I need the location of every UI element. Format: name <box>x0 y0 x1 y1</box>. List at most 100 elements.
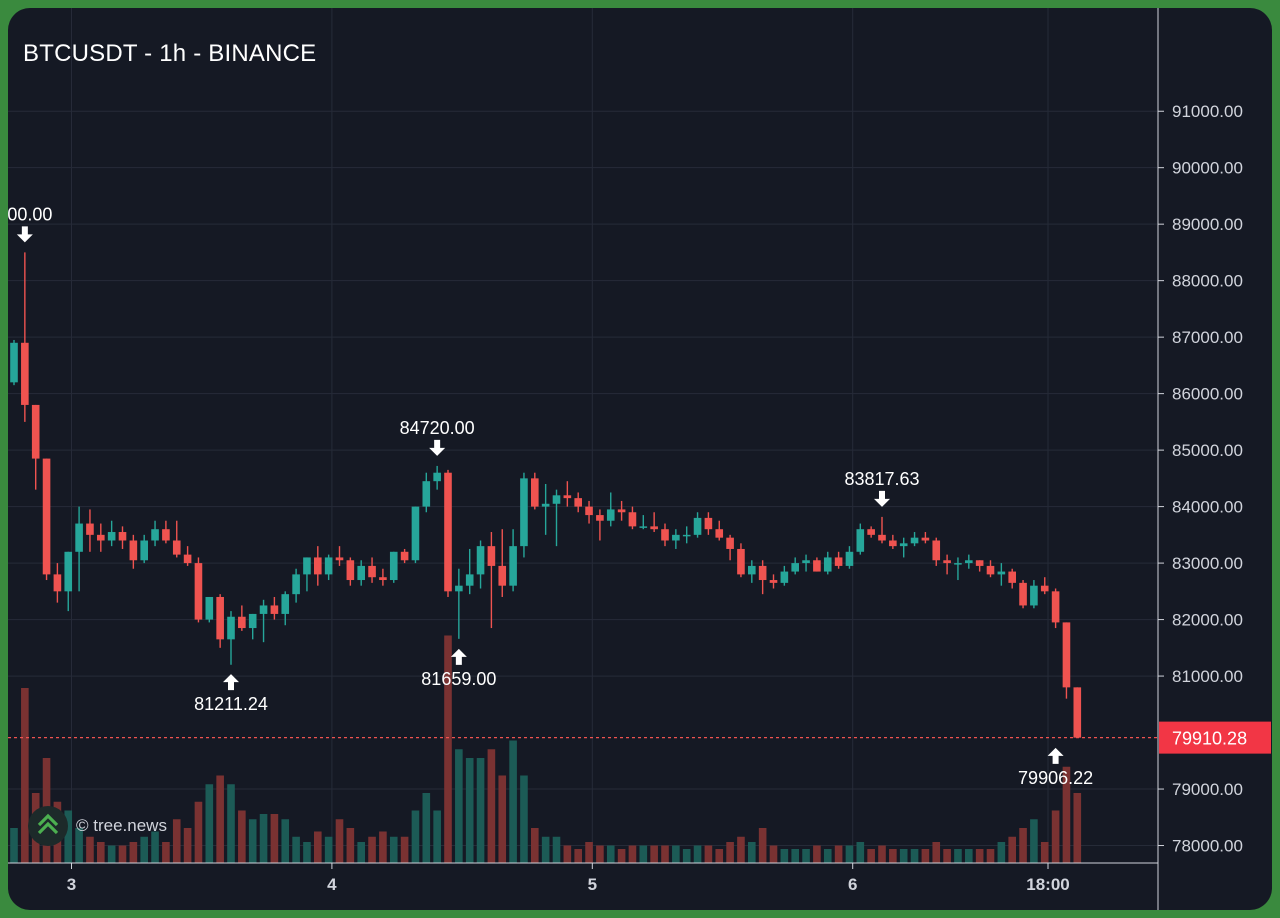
volume-bar <box>899 849 908 863</box>
volume-bar <box>509 740 517 863</box>
price-tick-label: 84000.00 <box>1172 498 1243 517</box>
volume-bar <box>476 758 485 863</box>
volume-bar <box>737 836 745 863</box>
chart-canvas[interactable]: 500.00 84720.00 81211.24 81659.00 83817.63 79… <box>8 8 1272 910</box>
volume-bar <box>107 845 116 863</box>
candle-body <box>520 478 528 547</box>
volume-bar <box>845 845 854 863</box>
candle-body <box>75 523 83 552</box>
tree-news-logo-icon <box>28 806 68 846</box>
volume-bar <box>64 810 73 863</box>
annotation-label: 84720.00 <box>400 418 475 438</box>
volume-bar <box>531 828 539 863</box>
volume-bar <box>86 836 94 863</box>
volume-bar <box>368 836 376 863</box>
volume-bar <box>97 842 105 863</box>
volume-bar <box>281 819 290 863</box>
arrow-down-icon <box>874 490 890 507</box>
candle-body <box>954 563 962 565</box>
annotation-label: 500.00 <box>8 204 52 224</box>
annotation-label: 83817.63 <box>844 469 919 489</box>
volume-bar <box>606 845 615 863</box>
candle-body <box>758 565 767 581</box>
volume-bar <box>238 810 246 863</box>
price-tick-label: 87000.00 <box>1172 328 1243 347</box>
candle-body <box>878 534 886 541</box>
candle-body <box>617 509 626 513</box>
candle-body <box>346 560 355 581</box>
volume-bar <box>216 775 224 863</box>
candle-body <box>42 458 51 575</box>
volume-bar <box>975 849 984 863</box>
volume-bar <box>465 758 474 863</box>
candle-body <box>682 534 691 537</box>
candle-body <box>411 506 420 561</box>
volume-bar <box>889 849 897 863</box>
volume-bar <box>596 845 604 863</box>
volume-bar <box>661 845 669 863</box>
volume-bar <box>292 836 300 863</box>
candle-body <box>845 551 854 566</box>
volume-bar <box>1062 766 1071 863</box>
volume-bar <box>162 842 170 863</box>
price-tick-label: 83000.00 <box>1172 554 1243 573</box>
volume-bar <box>704 845 713 863</box>
watermark: © tree.news <box>28 806 167 846</box>
volume-bar <box>791 849 799 863</box>
volume-bar <box>758 828 767 863</box>
volume-bar <box>498 775 507 863</box>
volume-bar <box>1073 793 1082 863</box>
candle-body <box>823 557 832 572</box>
candle-body <box>1073 687 1082 738</box>
time-tick-label: 5 <box>588 875 597 894</box>
candle-body <box>596 515 604 521</box>
volume-bar <box>563 845 572 863</box>
candle-body <box>379 577 387 581</box>
volume-bar <box>585 842 593 863</box>
volume-bar <box>1040 842 1049 863</box>
volume-bar <box>748 842 756 863</box>
candle-body <box>368 565 376 578</box>
volume-bar <box>856 842 865 863</box>
candle-body <box>281 594 290 614</box>
candle-body <box>21 342 29 405</box>
candle-body <box>335 557 344 561</box>
candle-body <box>1019 582 1027 606</box>
volume-bar <box>617 849 626 863</box>
volume-bar <box>335 819 344 863</box>
last-price-label: 79910.28 <box>1172 729 1247 749</box>
volume-bar <box>455 749 463 863</box>
price-tick-label: 82000.00 <box>1172 611 1243 630</box>
volume-bar <box>129 842 138 863</box>
annotation-label: 81659.00 <box>421 669 496 689</box>
candle-body <box>1051 591 1060 623</box>
volume-bar <box>650 845 658 863</box>
candle-body <box>238 616 246 629</box>
volume-bar <box>487 749 496 863</box>
time-tick-label: 18:00 <box>1026 875 1069 894</box>
annotation-label: 79906.22 <box>1018 768 1093 788</box>
volume-bar <box>921 849 930 863</box>
price-tick-label: 78000.00 <box>1172 837 1243 856</box>
arrow-down-icon <box>429 439 446 456</box>
volume-bar <box>259 814 268 863</box>
candle-body <box>813 560 821 572</box>
volume-bar <box>802 849 810 863</box>
volume-bar <box>986 849 995 863</box>
candle-body <box>1062 622 1071 688</box>
candle-body <box>889 540 897 547</box>
candle-body <box>650 526 658 530</box>
last-price-badge <box>1159 721 1271 754</box>
candle-body <box>444 472 452 592</box>
candle-body <box>867 529 875 535</box>
volume-bar <box>314 831 322 863</box>
price-tick-label: 89000.00 <box>1172 215 1243 234</box>
time-tick-label: 6 <box>848 875 857 894</box>
volume-bar <box>574 849 582 863</box>
candle-body <box>834 557 843 566</box>
volume-bar <box>726 842 734 863</box>
candle-body <box>292 574 300 595</box>
candle-body <box>216 596 224 640</box>
candle-body <box>672 534 680 541</box>
price-tick-label: 86000.00 <box>1172 385 1243 404</box>
